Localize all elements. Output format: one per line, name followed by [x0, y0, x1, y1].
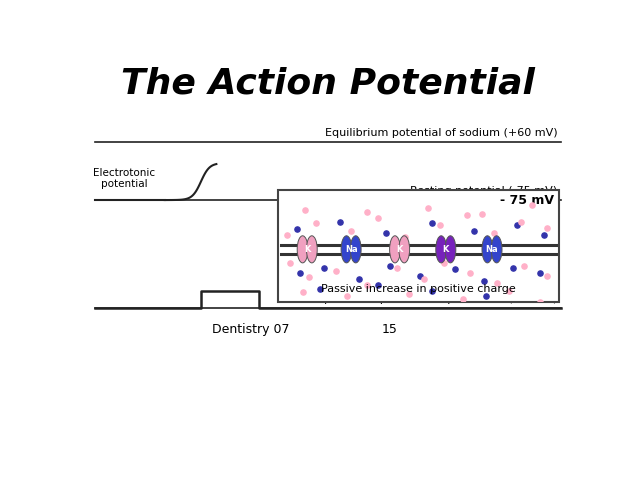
- Point: [534, 298, 545, 306]
- Point: [419, 275, 429, 282]
- Point: [392, 264, 403, 272]
- Point: [294, 269, 305, 277]
- Point: [534, 269, 545, 277]
- Point: [423, 204, 433, 212]
- Point: [311, 219, 321, 227]
- Point: [400, 233, 410, 241]
- Ellipse shape: [390, 236, 401, 263]
- Point: [315, 285, 325, 292]
- Ellipse shape: [307, 236, 317, 263]
- Point: [362, 281, 372, 288]
- Text: K: K: [304, 245, 310, 254]
- Point: [284, 259, 294, 267]
- Point: [415, 272, 426, 279]
- Point: [542, 224, 552, 232]
- Point: [354, 275, 364, 282]
- Point: [335, 218, 345, 226]
- Point: [303, 273, 314, 281]
- Point: [385, 262, 395, 269]
- Text: Na: Na: [345, 245, 357, 254]
- Ellipse shape: [482, 236, 493, 263]
- Text: K: K: [443, 245, 449, 254]
- Text: Resting potential (-75 mV): Resting potential (-75 mV): [410, 186, 557, 196]
- Text: The Action Potential: The Action Potential: [121, 67, 535, 101]
- Point: [298, 288, 308, 296]
- Point: [488, 229, 499, 237]
- Ellipse shape: [436, 236, 447, 263]
- Point: [300, 206, 310, 214]
- Point: [479, 277, 490, 285]
- Point: [492, 279, 502, 287]
- Text: K: K: [396, 245, 403, 254]
- Ellipse shape: [350, 236, 361, 263]
- Point: [511, 222, 522, 229]
- Point: [527, 201, 537, 208]
- Point: [346, 227, 356, 235]
- Point: [373, 281, 383, 288]
- Point: [508, 264, 518, 272]
- Point: [450, 265, 460, 273]
- Point: [292, 226, 302, 233]
- Point: [542, 272, 552, 279]
- Text: Dentistry 07: Dentistry 07: [212, 324, 290, 336]
- Point: [404, 290, 414, 298]
- Point: [282, 232, 292, 240]
- Point: [373, 214, 383, 222]
- Point: [515, 218, 525, 226]
- Text: Passive increase in positive charge: Passive increase in positive charge: [321, 284, 516, 294]
- Ellipse shape: [445, 236, 456, 263]
- Point: [538, 232, 548, 240]
- Point: [481, 292, 491, 300]
- Point: [435, 222, 445, 229]
- Point: [438, 259, 449, 267]
- Text: Na: Na: [486, 245, 499, 254]
- Point: [461, 212, 472, 219]
- Point: [319, 264, 329, 272]
- Point: [331, 267, 341, 275]
- Text: 15: 15: [381, 324, 397, 336]
- Point: [469, 227, 479, 235]
- Point: [427, 287, 437, 295]
- Point: [465, 269, 476, 277]
- FancyBboxPatch shape: [278, 190, 559, 302]
- Text: Equilibrium potential of sodium (+60 mV): Equilibrium potential of sodium (+60 mV): [325, 129, 557, 138]
- Point: [427, 219, 437, 227]
- Ellipse shape: [492, 236, 502, 263]
- Point: [519, 262, 529, 269]
- Text: Electrotonic
potential: Electrotonic potential: [93, 168, 155, 189]
- Point: [504, 287, 514, 295]
- Point: [477, 210, 487, 218]
- Point: [381, 229, 391, 237]
- Ellipse shape: [297, 236, 308, 263]
- Point: [362, 208, 372, 216]
- Ellipse shape: [399, 236, 410, 263]
- Text: Equilibrium potential of potassium (-95 mV): Equilibrium potential of potassium (-95 …: [313, 294, 557, 304]
- Ellipse shape: [341, 236, 352, 263]
- Point: [458, 295, 468, 302]
- Text: - 75 mV: - 75 mV: [500, 194, 554, 207]
- Point: [342, 292, 353, 300]
